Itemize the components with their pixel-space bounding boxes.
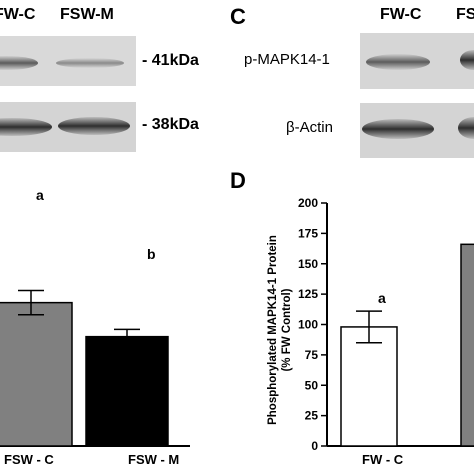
right-chart-y-tick-label: 150 — [298, 257, 318, 271]
right-chart-y-axis-title-text: Phosphorylated MAPK14-1 Protein (% FW Co… — [267, 235, 293, 425]
right-chart-bar-2 — [460, 243, 474, 447]
left-chart-sig-letter-1: a — [36, 187, 44, 203]
left-blot-band-label-41kda: - 41kDa — [142, 52, 199, 69]
left-blot-band-41-lane2 — [56, 58, 124, 68]
right-chart-y-tick-label: 0 — [311, 439, 318, 453]
right-chart-y-tick-label: 50 — [305, 378, 319, 392]
panel-letter-d: D — [230, 168, 246, 193]
right-blot-lane-label-1: FW-C — [380, 6, 422, 23]
left-blot-lane-label-1: FW-C — [0, 6, 36, 23]
right-blot-band-actin-lane1 — [362, 119, 434, 139]
left-blot-lane-label-2: FSW-M — [60, 6, 114, 23]
right-chart-y-tick-label: 100 — [298, 318, 318, 332]
right-chart-y-tick-label: 75 — [305, 348, 319, 362]
left-blot-band-label-38kda: - 38kDa — [142, 116, 199, 133]
left-blot-band-38-lane2 — [58, 117, 130, 135]
right-blot-lane-label-2: FS — [456, 6, 474, 23]
right-blot-row-label-pmapk: p-MAPK14-1 — [244, 51, 330, 68]
right-blot-band-pmapk-lane1 — [366, 54, 430, 70]
right-chart-sig-letter-1: a — [378, 290, 386, 306]
left-chart-x-tick-2: FSW - M — [128, 452, 180, 467]
left-blot-band-38-lane1 — [0, 118, 52, 136]
left-blot-band-41-lane1 — [0, 56, 38, 70]
right-chart-y-tick-label: 125 — [298, 287, 318, 301]
panel-letter-c: C — [230, 4, 246, 29]
right-blot-band-pmapk-lane2 — [460, 50, 474, 70]
right-chart-x-tick-1: FW - C — [362, 452, 404, 467]
right-chart-y-tick-label: 175 — [298, 226, 318, 240]
left-chart-x-tick-1: FSW - C — [4, 452, 54, 467]
left-chart-sig-letter-2: b — [147, 246, 156, 262]
left-chart-bar-1 — [0, 301, 73, 447]
right-blot-row-label-actin: β-Actin — [286, 119, 333, 136]
right-chart-y-tick-label: 25 — [305, 409, 319, 423]
right-chart-y-tick-label: 200 — [298, 196, 318, 210]
right-blot-band-actin-lane2 — [458, 117, 474, 139]
right-chart-bar-1 — [340, 326, 398, 447]
left-chart-bar-2 — [85, 335, 169, 447]
